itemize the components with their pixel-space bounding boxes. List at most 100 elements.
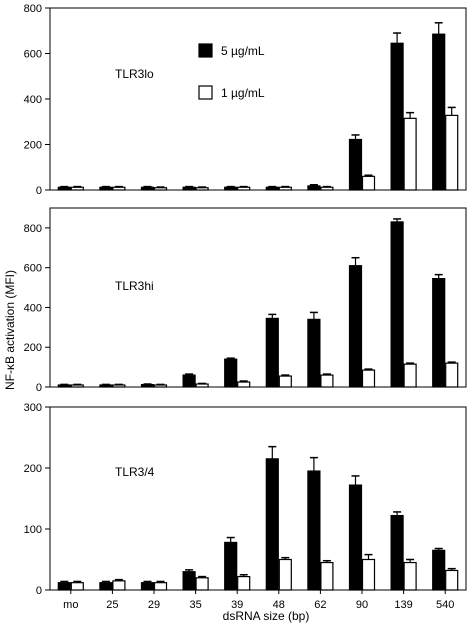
x-tick-label: 39 (231, 599, 243, 611)
bar (224, 358, 238, 388)
panel-label: TLR3hi (115, 279, 154, 293)
bar (361, 369, 376, 388)
bar (99, 186, 113, 191)
legend-entry-label: 5 µg/mL (221, 44, 265, 58)
bar (224, 186, 238, 191)
bar (140, 582, 155, 591)
bar (57, 186, 71, 191)
x-tick-label: 25 (106, 599, 118, 611)
y-tick-label: 600 (24, 49, 42, 61)
y-tick-label: 800 (24, 3, 42, 15)
bar (403, 561, 417, 591)
bar (320, 186, 334, 191)
bar (195, 577, 209, 591)
x-tick-label: 139 (394, 599, 412, 611)
bar (153, 582, 168, 591)
bar (432, 33, 446, 191)
bar (348, 138, 363, 191)
bar (432, 278, 446, 388)
bar (445, 114, 459, 191)
y-tick-label: 0 (36, 585, 42, 597)
bar (403, 117, 417, 191)
bar (348, 484, 363, 591)
panel-label: TLR3/4 (115, 465, 155, 479)
bar (403, 363, 417, 388)
bar (140, 384, 155, 388)
bar (278, 375, 292, 388)
bar (112, 384, 126, 388)
y-tick-label: 200 (24, 463, 42, 475)
panel-frame (49, 406, 467, 591)
x-axis-label: dsRNA size (bp) (223, 609, 310, 623)
bar (182, 571, 196, 591)
bar (278, 186, 292, 191)
legend: 5 µg/mL 1 µg/mL (198, 43, 265, 100)
y-tick-label: 300 (24, 402, 42, 414)
bar (320, 374, 334, 388)
bar (445, 569, 459, 591)
bar (237, 381, 251, 388)
bar (153, 187, 168, 191)
bar (195, 383, 209, 388)
bar (361, 558, 376, 591)
bar (70, 582, 84, 591)
panel-1: 0 200 400 600 800 TLR3hi (24, 207, 467, 394)
bar (390, 221, 404, 388)
y-tick-label: 100 (24, 524, 42, 536)
x-tick-label: 29 (148, 599, 160, 611)
panel-2: 0 100 200 300 TLR3/4 mo 25 29 35 39 48 62 90 139 540 (24, 402, 467, 611)
bar (237, 186, 251, 191)
bar (224, 541, 238, 591)
panel-frame (49, 207, 467, 388)
bar (265, 186, 279, 191)
bar (70, 384, 84, 388)
legend-swatch (198, 85, 213, 100)
y-tick-label: 400 (24, 94, 42, 106)
x-tick-label: 35 (189, 599, 201, 611)
x-tick-label: 90 (356, 599, 368, 611)
bar (112, 580, 126, 591)
bar (57, 582, 71, 591)
x-tick-label: 62 (314, 599, 326, 611)
bar (307, 470, 321, 591)
bar (237, 575, 251, 591)
bar (265, 317, 279, 388)
bar (70, 186, 84, 191)
bar (390, 514, 404, 591)
bar (99, 384, 113, 388)
bar (140, 186, 155, 191)
bar (307, 185, 321, 191)
legend-entry-label: 1 µg/mL (221, 86, 265, 100)
y-tick-label: 600 (24, 263, 42, 275)
y-tick-label: 0 (36, 382, 42, 394)
y-tick-label: 400 (24, 302, 42, 314)
x-tick-label: 48 (273, 599, 285, 611)
bar (195, 187, 209, 191)
legend-swatch (198, 43, 213, 58)
y-axis-label: NF-κB activation (MFI) (3, 270, 17, 390)
x-tick-label: 540 (436, 599, 454, 611)
bar (57, 384, 71, 388)
x-tick-label: mo (63, 599, 78, 611)
bar (278, 558, 292, 591)
bar (265, 458, 279, 591)
y-tick-label: 800 (24, 223, 42, 235)
bar (320, 561, 334, 591)
bar (307, 318, 321, 388)
y-tick-label: 0 (36, 185, 42, 197)
y-tick-label: 200 (24, 342, 42, 354)
bar (361, 175, 376, 191)
bar (348, 265, 363, 388)
bar (153, 384, 168, 388)
bar (432, 549, 446, 591)
bar (112, 186, 126, 191)
bar (182, 186, 196, 191)
bar (99, 582, 113, 591)
panel-0: 0 200 400 600 800 TLR3lo 5 µg/mL 1 µg/mL (24, 3, 467, 197)
panel-label: TLR3lo (115, 67, 154, 81)
y-tick-label: 200 (24, 140, 42, 152)
bar (445, 362, 459, 388)
bar (182, 374, 196, 388)
chart-panels: 0 200 400 600 800 TLR3lo 5 µg/mL 1 µg/mL 0 200 400… (24, 3, 467, 611)
